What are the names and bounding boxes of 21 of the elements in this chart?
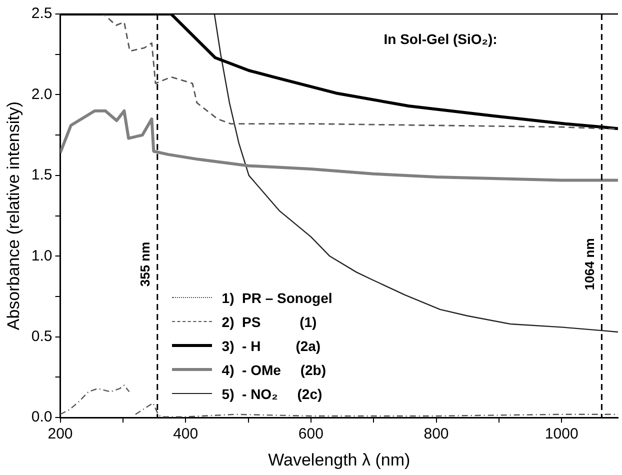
y-tick-label: 1.0 (31, 247, 52, 264)
y-tick-label: 2.0 (31, 86, 52, 103)
annotation: In Sol-Gel (SiO₂): (384, 30, 498, 47)
x-tick-label: 200 (48, 426, 73, 443)
ref-line-label: 1064 nm (582, 238, 597, 290)
x-tick-label: 800 (424, 426, 449, 443)
ref-line-label: 355 nm (137, 242, 152, 287)
x-axis-title: Wavelength λ (nm) (268, 450, 410, 470)
y-axis-title: Absorbance (relative intensity) (4, 101, 23, 330)
legend-label: 3) - H (2a) (222, 338, 321, 354)
legend-label: 5) - NO₂ (2c) (222, 386, 322, 402)
y-tick-label: 1.5 (31, 166, 52, 184)
x-tick-label: 600 (298, 426, 324, 443)
legend-label: 1) PR – Sonogel (222, 290, 332, 306)
y-tick-label: 0.0 (31, 408, 52, 426)
x-tick-label: 400 (173, 426, 198, 443)
x-tick-label: 1000 (544, 426, 578, 443)
y-tick-label: 0.5 (31, 328, 52, 346)
legend-label: 4) - OMe (2b) (222, 362, 326, 378)
y-tick-label: 2.5 (31, 5, 52, 22)
legend-label: 2) PS (1) (222, 314, 317, 330)
